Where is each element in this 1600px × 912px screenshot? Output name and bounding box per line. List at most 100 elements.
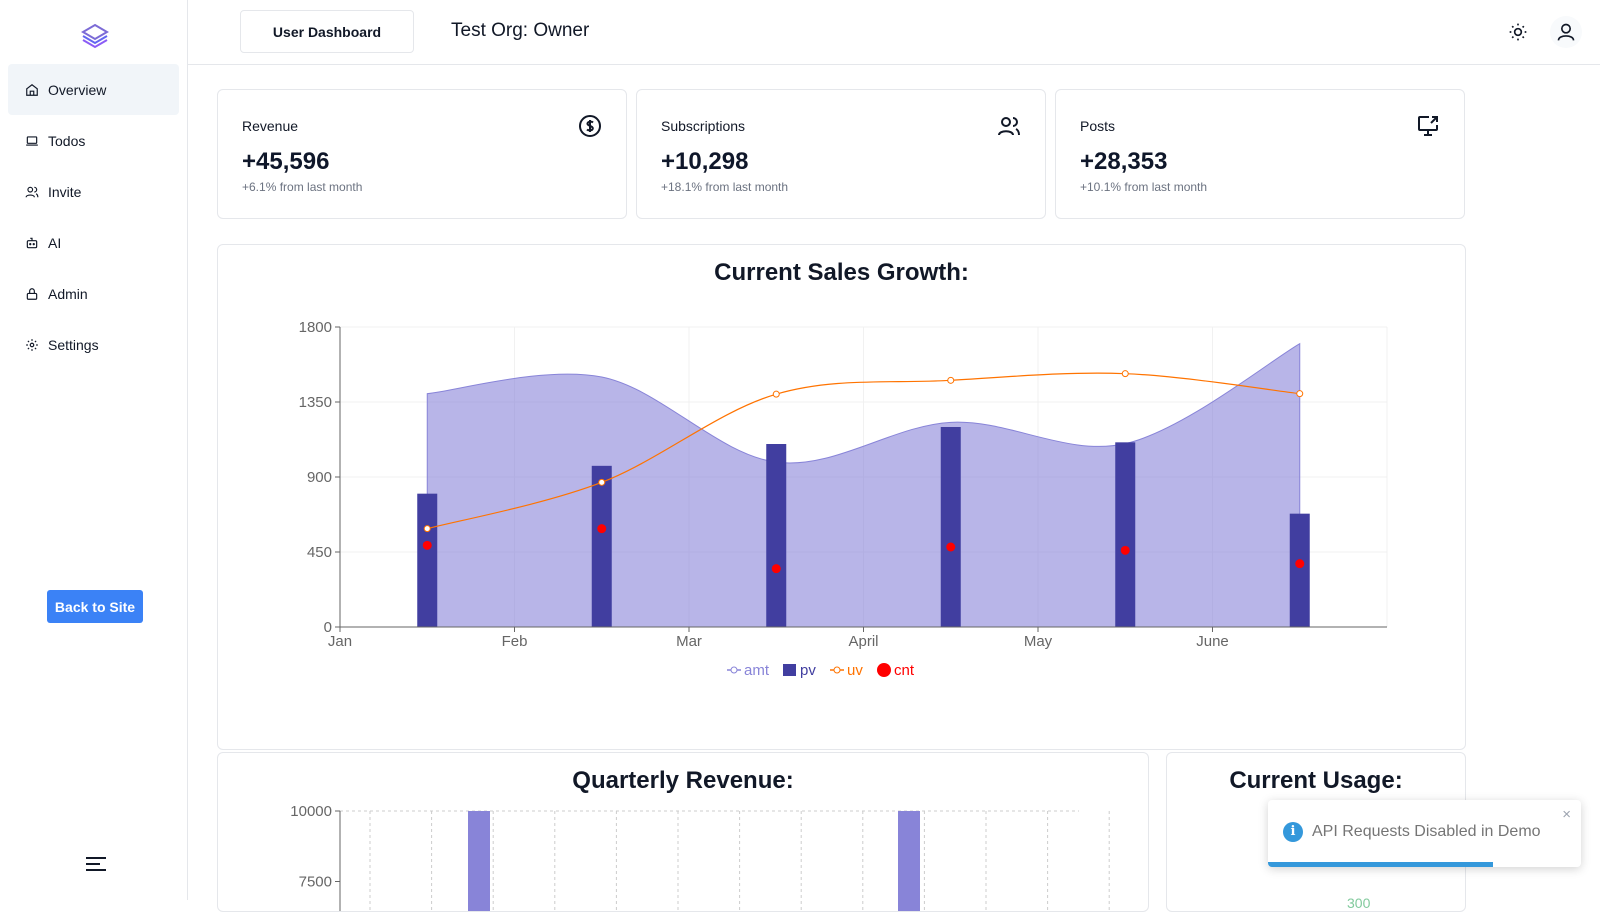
legend-label: cnt <box>894 662 915 679</box>
pv-bar <box>417 493 438 627</box>
sidebar: Overview Todos Invite AI Admin Settings … <box>0 0 188 900</box>
legend-swatch <box>730 666 738 674</box>
info-icon: i <box>1283 822 1303 842</box>
card-subtext: +6.1% from last month <box>242 180 363 194</box>
sidebar-item-admin[interactable]: Admin <box>8 268 179 319</box>
cnt-point <box>422 540 432 550</box>
card-subtext: +18.1% from last month <box>661 180 789 194</box>
sidebar-item-invite[interactable]: Invite <box>8 166 179 217</box>
logo-icon[interactable] <box>80 22 110 50</box>
card-subtext: +10.1% from last month <box>1080 180 1208 194</box>
uv-point <box>423 525 431 533</box>
card-value: +45,596 <box>242 148 330 175</box>
x-tick-label: Mar <box>676 633 702 650</box>
uv-line <box>427 372 1300 530</box>
sales-growth-chart: 0 450 900 1350 1800 Jan Feb Mar April May June amt p… <box>299 319 1388 679</box>
x-tick-label: May <box>1024 633 1053 650</box>
user-menu-button[interactable] <box>1550 16 1582 48</box>
back-to-site-button[interactable]: Back to Site <box>47 590 143 623</box>
sidebar-nav: Overview Todos Invite AI Admin Settings <box>8 64 179 370</box>
revenue-bar <box>898 811 920 911</box>
dollar-circle-icon <box>579 115 601 137</box>
sidebar-item-ai[interactable]: AI <box>8 217 179 268</box>
pv-bar <box>1289 513 1310 627</box>
card-title: Revenue <box>242 118 299 134</box>
sales-growth-title: Current Sales Growth: <box>714 259 969 286</box>
sidebar-item-label: Admin <box>48 285 88 302</box>
lock-icon <box>24 286 40 302</box>
user-dashboard-button[interactable]: User Dashboard <box>240 10 414 53</box>
cnt-point <box>771 564 781 574</box>
cnt-point <box>1295 559 1305 569</box>
x-tick-label: Jan <box>328 633 352 650</box>
uv-point <box>947 376 955 384</box>
quarterly-revenue-title: Quarterly Revenue: <box>572 767 794 794</box>
posts-card: Posts +28,353 +10.1% from last month <box>1055 89 1465 219</box>
home-icon <box>24 82 40 98</box>
card-title: Posts <box>1080 118 1116 134</box>
sun-icon[interactable] <box>1508 22 1528 42</box>
bot-icon <box>24 235 40 251</box>
legend-label: uv <box>847 662 863 679</box>
sidebar-item-label: AI <box>48 234 62 251</box>
users-icon <box>24 184 40 200</box>
usage-value: 300 <box>1347 895 1371 911</box>
uv-point <box>1296 390 1304 398</box>
y-tick-label: 7500 <box>299 874 332 891</box>
toast-message: API Requests Disabled in Demo <box>1312 823 1541 840</box>
y-tick-label: 0 <box>324 619 332 636</box>
cnt-point <box>597 524 607 534</box>
amt-area <box>426 342 1301 628</box>
revenue-bar <box>468 811 490 911</box>
laptop-icon <box>24 133 40 149</box>
current-usage-title: Current Usage: <box>1229 767 1403 794</box>
menu-toggle-icon[interactable] <box>85 855 107 873</box>
legend-label: amt <box>744 662 770 679</box>
sidebar-item-settings[interactable]: Settings <box>8 319 179 370</box>
chart-legend: amt pv uv cnt <box>727 662 915 679</box>
sidebar-item-label: Invite <box>48 183 82 200</box>
legend-swatch <box>833 666 841 674</box>
card-title: Subscriptions <box>661 118 746 134</box>
sidebar-item-overview[interactable]: Overview <box>8 64 179 115</box>
cnt-point <box>946 542 956 552</box>
gear-icon <box>24 337 40 353</box>
sidebar-item-todos[interactable]: Todos <box>8 115 179 166</box>
x-tick-label: June <box>1196 633 1229 650</box>
legend-swatch <box>783 664 796 676</box>
pv-bar <box>591 465 612 627</box>
x-tick-label: April <box>848 633 878 650</box>
revenue-card: Revenue +45,596 +6.1% from last month <box>217 89 627 219</box>
y-tick-label: 450 <box>307 544 332 561</box>
pv-bar <box>1115 442 1136 627</box>
y-tick-label: 900 <box>307 469 332 486</box>
card-value: +10,298 <box>661 148 749 175</box>
uv-point <box>598 478 606 486</box>
subscriptions-card: Subscriptions +10,298 +18.1% from last m… <box>636 89 1046 219</box>
sidebar-item-label: Settings <box>48 336 99 353</box>
y-tick-label: 10000 <box>290 803 332 820</box>
card-value: +28,353 <box>1080 148 1168 175</box>
top-bar: User Dashboard Test Org: Owner <box>188 0 1600 65</box>
y-tick-label: 1350 <box>299 394 332 411</box>
users-icon <box>998 117 1020 136</box>
toast-progress-bar <box>1268 862 1494 867</box>
close-icon[interactable]: × <box>1562 806 1571 823</box>
legend-label: pv <box>800 662 816 679</box>
sidebar-item-label: Todos <box>48 132 86 149</box>
user-icon <box>1557 23 1575 41</box>
quarterly-revenue-chart: 10000 7500 <box>290 803 1110 911</box>
sales-growth-panel: Current Sales Growth: 0 450 900 1350 1800 Jan… <box>217 244 1466 750</box>
pv-bar <box>940 427 961 627</box>
sidebar-item-label: Overview <box>48 81 107 98</box>
org-title: Test Org: Owner <box>451 20 590 41</box>
y-tick-label: 1800 <box>299 319 332 336</box>
legend-swatch <box>877 663 891 677</box>
uv-point <box>772 390 780 398</box>
toast-notification: i API Requests Disabled in Demo × <box>1268 800 1581 867</box>
pv-bar <box>766 444 787 627</box>
quarterly-revenue-panel: Quarterly Revenue: 10000 7500 <box>217 752 1149 912</box>
uv-point <box>1121 370 1129 378</box>
monitor-share-icon <box>1418 116 1438 136</box>
x-tick-label: Feb <box>502 633 528 650</box>
